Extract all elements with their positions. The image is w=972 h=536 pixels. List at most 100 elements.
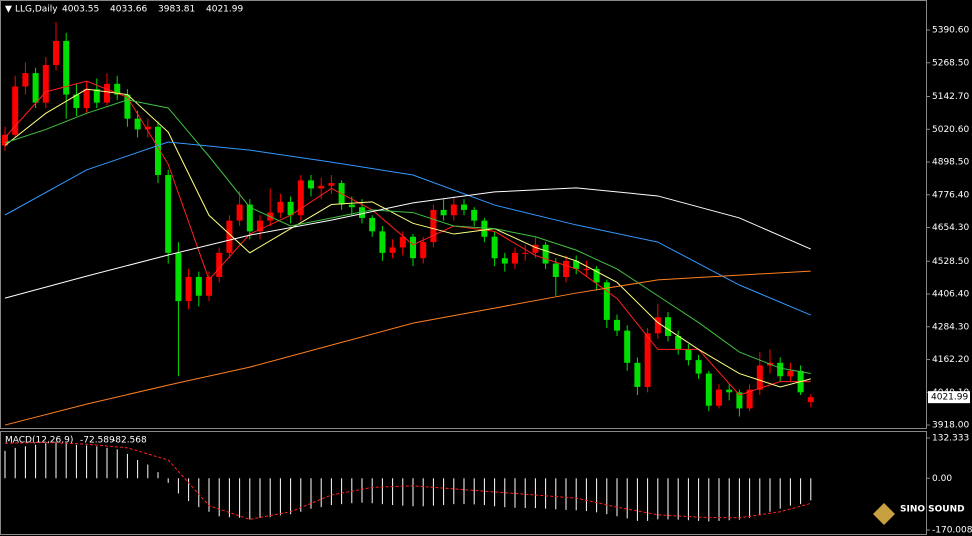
candle-body	[624, 330, 631, 363]
candle-body	[430, 209, 437, 243]
candle-body	[399, 236, 406, 248]
candle-body	[603, 282, 610, 320]
candle-body	[481, 220, 488, 237]
y-tick-label: 4528.50	[932, 257, 969, 267]
candle-body	[93, 89, 100, 103]
candle-body	[318, 185, 325, 189]
candle-body	[491, 236, 498, 259]
menu-arrow[interactable]: ▼	[5, 5, 12, 15]
candle-body	[573, 260, 580, 269]
candle-body	[53, 40, 59, 66]
last-price-label: 4021.99	[931, 393, 968, 403]
candle-body	[63, 40, 70, 95]
candle-body	[277, 201, 284, 213]
y-tick-label: 4406.40	[932, 290, 969, 300]
y-tick-label: 5142.70	[932, 92, 969, 102]
moving-average	[4, 187, 811, 299]
candle-body	[236, 204, 243, 221]
candle-body	[614, 319, 620, 331]
symbol: LLG,Daily	[15, 5, 58, 15]
candle-body	[389, 247, 396, 253]
moving-average	[4, 80, 811, 396]
candle-body	[348, 204, 355, 208]
candle-body	[440, 209, 447, 216]
candle-body	[359, 207, 365, 218]
open-value: 4003.55	[62, 5, 99, 15]
main-panel-frame	[0, 0, 927, 429]
candle-body	[297, 180, 304, 216]
y-tick-label: 3918.00	[932, 421, 969, 431]
candle-body	[736, 392, 743, 409]
candle-body	[73, 94, 80, 108]
close-value: 4021.99	[206, 5, 243, 15]
logo-text: SINO SOUND	[900, 505, 965, 515]
y-tick-label: 132.333	[932, 434, 969, 444]
candle-body	[705, 373, 712, 406]
logo-mark	[873, 503, 895, 525]
candle-body	[471, 209, 478, 221]
candle-body	[246, 204, 253, 232]
candle-body	[522, 252, 529, 254]
candle-body	[654, 317, 661, 334]
y-tick-label: 0.00	[932, 474, 952, 484]
candle-body	[2, 134, 8, 146]
candle-body	[134, 118, 141, 130]
candle-body	[450, 204, 457, 216]
candle-body	[114, 83, 121, 95]
moving-average	[4, 99, 811, 375]
candle-body	[124, 94, 131, 119]
candle-body	[287, 201, 294, 216]
y-tick-label: 4898.50	[932, 158, 969, 168]
candle-body	[807, 397, 814, 403]
y-tick-label: -170.008	[932, 526, 972, 536]
candle-body	[328, 183, 335, 186]
candle-body	[634, 362, 641, 387]
moving-average	[4, 88, 811, 388]
candle-body	[206, 276, 212, 296]
candle-body	[675, 335, 682, 350]
candle-body	[746, 389, 753, 409]
candle-body	[185, 276, 192, 302]
candle-body	[104, 83, 110, 103]
candle-body	[787, 370, 794, 377]
candle-body	[420, 242, 427, 259]
y-tick-label: 4654.30	[932, 223, 969, 233]
macd-value: -72.589	[80, 436, 115, 446]
candle-body	[552, 263, 559, 277]
candle-body	[379, 231, 386, 253]
y-tick-label: 4162.20	[932, 355, 969, 365]
moving-average	[4, 141, 811, 316]
candle-body	[777, 362, 784, 377]
y-tick-label: 4776.40	[932, 190, 969, 200]
candle-body	[726, 389, 733, 393]
y-tick-label: 4284.30	[932, 322, 969, 332]
macd-panel-frame	[0, 431, 927, 535]
candle-body	[532, 244, 539, 253]
candle-body	[593, 268, 600, 283]
candle-body	[756, 365, 763, 390]
macd-title: MACD(12,26,9)	[5, 436, 73, 446]
candle-body	[32, 73, 39, 103]
candle-body	[216, 252, 223, 277]
candle-body	[685, 349, 692, 361]
candle-body	[501, 258, 508, 264]
candle-body	[461, 204, 467, 210]
candle-body	[175, 252, 182, 302]
candle-body	[42, 65, 49, 103]
candle-body	[644, 333, 651, 387]
candle-body	[410, 236, 416, 259]
signal-line	[4, 441, 811, 520]
low-value: 3983.81	[158, 5, 195, 15]
candle-body	[308, 180, 314, 189]
y-tick-label: 5390.60	[932, 26, 969, 36]
candle-body	[542, 244, 549, 264]
candle-body	[695, 360, 702, 374]
candle-body	[165, 175, 172, 253]
candle-body	[665, 317, 671, 336]
logo: SINO SOUND	[873, 503, 965, 525]
high-value: 4033.66	[110, 5, 147, 15]
y-tick-label: 5268.50	[932, 58, 969, 68]
candle-body	[144, 126, 151, 130]
candle-body	[716, 389, 722, 406]
